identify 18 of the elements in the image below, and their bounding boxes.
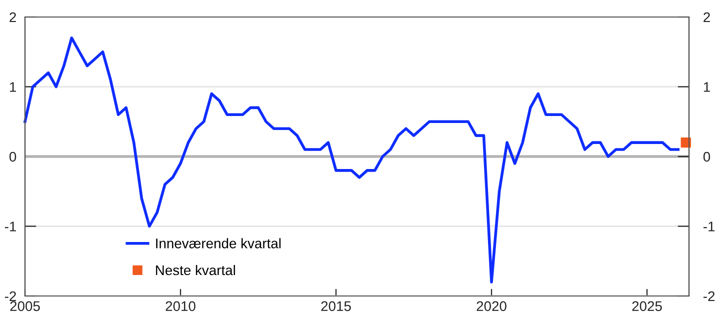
y-tick-label: -2 (4, 291, 16, 302)
x-tick-label: 2005 (10, 301, 40, 312)
line-series (24, 36, 680, 284)
y2-tick-label: -1 (704, 222, 715, 232)
y2-tick-label: 0 (703, 152, 710, 162)
x-tick-label: 2015 (321, 301, 351, 312)
x-tick-label: 2020 (476, 301, 506, 312)
x-tick-label: 2010 (166, 301, 196, 312)
y-tick-label: 2 (10, 12, 16, 22)
y2-tick-label: -2 (704, 291, 715, 302)
legend-label: Neste kvartal (156, 264, 235, 276)
x-tick-label: 2025 (632, 301, 662, 312)
y2-tick-label: 2 (704, 12, 710, 22)
y-tick-label: 1 (10, 82, 16, 92)
y-tick-label: -1 (4, 222, 16, 232)
y-tick-label: 0 (9, 152, 16, 162)
y2-tick-label: 1 (704, 82, 710, 92)
legend-label: Inneværende kvartal (156, 238, 281, 248)
